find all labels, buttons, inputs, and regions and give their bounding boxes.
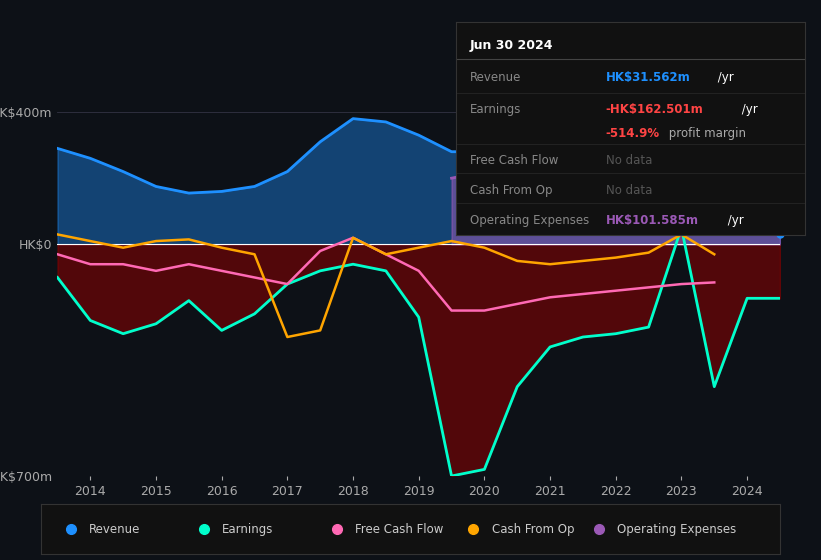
Text: No data: No data — [606, 184, 652, 197]
Text: Jun 30 2024: Jun 30 2024 — [470, 39, 553, 53]
Text: Earnings: Earnings — [470, 103, 521, 116]
Text: HK$31.562m: HK$31.562m — [606, 71, 690, 85]
Text: /yr: /yr — [724, 214, 744, 227]
Text: Revenue: Revenue — [89, 522, 140, 536]
Text: Cash From Op: Cash From Op — [492, 522, 574, 536]
Text: Cash From Op: Cash From Op — [470, 184, 552, 197]
Text: Operating Expenses: Operating Expenses — [470, 214, 589, 227]
Text: profit margin: profit margin — [665, 127, 746, 139]
Text: Free Cash Flow: Free Cash Flow — [470, 155, 558, 167]
Text: Free Cash Flow: Free Cash Flow — [355, 522, 443, 536]
Text: Operating Expenses: Operating Expenses — [617, 522, 736, 536]
Text: HK$101.585m: HK$101.585m — [606, 214, 699, 227]
Text: /yr: /yr — [713, 71, 734, 85]
Text: No data: No data — [606, 155, 652, 167]
Text: Earnings: Earnings — [222, 522, 273, 536]
Text: -HK$162.501m: -HK$162.501m — [606, 103, 704, 116]
Text: -514.9%: -514.9% — [606, 127, 660, 139]
Text: /yr: /yr — [738, 103, 758, 116]
Text: Revenue: Revenue — [470, 71, 521, 85]
